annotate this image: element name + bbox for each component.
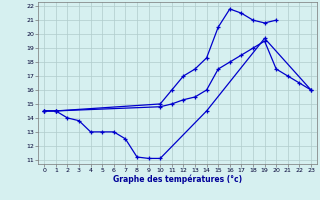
X-axis label: Graphe des températures (°c): Graphe des températures (°c) (113, 175, 242, 184)
